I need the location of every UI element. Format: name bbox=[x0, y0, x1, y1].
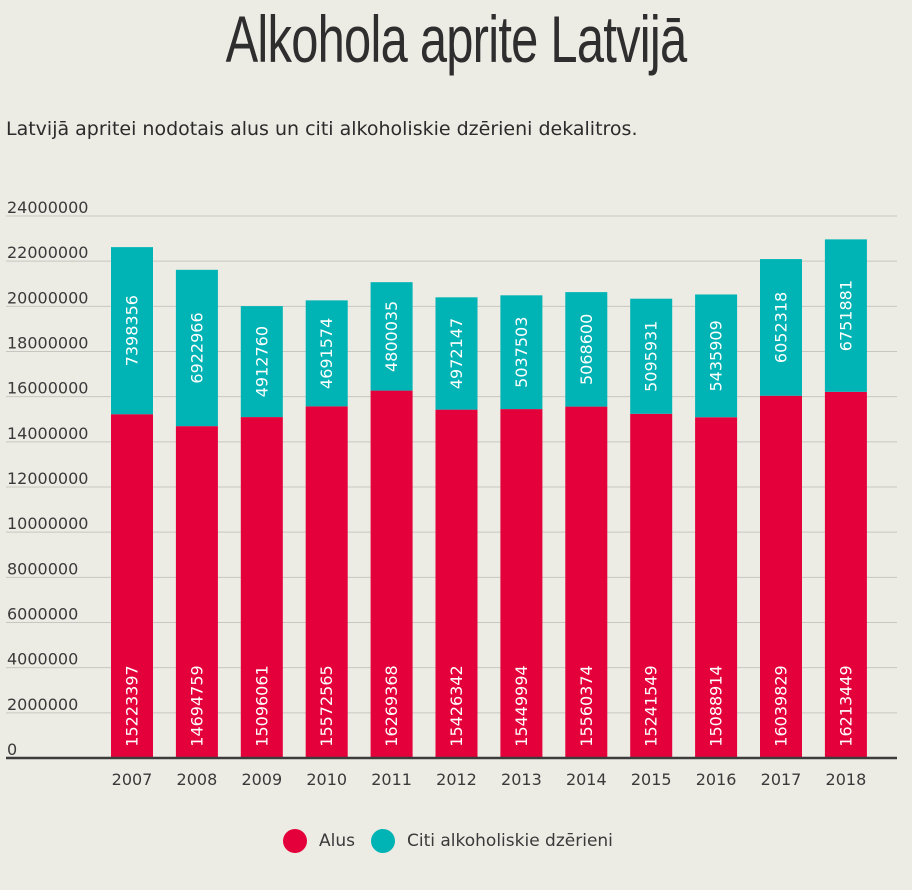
bar-alus bbox=[760, 395, 802, 758]
data-label-citi: 4800035 bbox=[382, 301, 401, 372]
bar-alus bbox=[111, 414, 153, 758]
data-label-alus: 16039829 bbox=[772, 665, 791, 746]
legend-item-citi: Citi alkoholiskie dzērieni bbox=[370, 829, 613, 853]
bar-citi bbox=[760, 259, 802, 396]
x-tick-label: 2015 bbox=[631, 770, 672, 789]
data-label-alus: 15088914 bbox=[707, 665, 726, 746]
chart-subtitle: Latvijā apritei nodotais alus un citi al… bbox=[6, 118, 638, 140]
data-label-alus: 15223397 bbox=[123, 665, 142, 746]
data-label-citi: 7398356 bbox=[123, 295, 142, 366]
data-label-citi: 5435909 bbox=[707, 320, 726, 391]
y-tick-label: 24000000 bbox=[7, 198, 88, 217]
y-tick-label: 16000000 bbox=[7, 379, 88, 398]
bar-citi bbox=[565, 292, 608, 407]
y-tick-label: 18000000 bbox=[7, 334, 88, 353]
bar-alus bbox=[435, 409, 478, 758]
data-label-citi: 4691574 bbox=[317, 318, 336, 389]
x-tick-label: 2012 bbox=[436, 770, 477, 789]
y-tick-label: 10000000 bbox=[7, 514, 88, 533]
y-tick-label: 14000000 bbox=[7, 424, 88, 443]
y-tick-label: 22000000 bbox=[7, 243, 88, 262]
bar-citi bbox=[695, 294, 738, 418]
x-tick-label: 2016 bbox=[696, 770, 737, 789]
data-label-citi: 4972147 bbox=[447, 318, 466, 389]
legend-swatch-alus bbox=[283, 829, 307, 853]
data-label-citi: 6052318 bbox=[772, 292, 791, 363]
data-label-alus: 15426342 bbox=[447, 665, 466, 746]
data-label-alus: 14694759 bbox=[187, 665, 206, 746]
data-label-alus: 15449994 bbox=[512, 665, 531, 746]
bar-citi bbox=[630, 298, 673, 414]
x-tick-label: 2011 bbox=[371, 770, 412, 789]
bar-citi bbox=[824, 239, 867, 392]
bar-citi bbox=[111, 247, 153, 415]
bar-citi bbox=[435, 297, 478, 410]
x-tick-label: 2013 bbox=[501, 770, 542, 789]
data-label-citi: 5095931 bbox=[642, 321, 661, 392]
data-label-alus: 16269368 bbox=[382, 665, 401, 746]
y-tick-label: 0 bbox=[7, 740, 17, 759]
x-tick-label: 2010 bbox=[306, 770, 347, 789]
x-tick-label: 2008 bbox=[177, 770, 218, 789]
legend-swatch-citi bbox=[370, 829, 395, 853]
bar-alus bbox=[630, 413, 673, 758]
y-tick-label: 2000000 bbox=[7, 695, 78, 714]
data-label-alus: 15572565 bbox=[317, 665, 336, 746]
bar-alus bbox=[695, 417, 738, 758]
bar-alus bbox=[824, 391, 867, 758]
bar-citi bbox=[370, 282, 413, 391]
y-tick-label: 20000000 bbox=[7, 288, 88, 307]
data-label-alus: 16213449 bbox=[836, 665, 855, 746]
legend: Alus Citi alkoholiskie dzērieni bbox=[283, 826, 629, 856]
y-tick-label: 6000000 bbox=[7, 605, 78, 624]
data-label-citi: 6922966 bbox=[187, 312, 206, 383]
data-label-citi: 4912760 bbox=[252, 326, 271, 397]
y-tick-label: 12000000 bbox=[7, 469, 88, 488]
x-tick-label: 2009 bbox=[241, 770, 282, 789]
legend-label-citi: Citi alkoholiskie dzērieni bbox=[406, 831, 613, 851]
chart-title: Alkohola aprite Latvijā bbox=[225, 2, 688, 76]
bar-alus bbox=[240, 417, 283, 758]
data-label-alus: 15560374 bbox=[577, 665, 596, 746]
legend-item-alus: Alus bbox=[283, 829, 355, 853]
bar-alus bbox=[175, 426, 218, 758]
bar-alus bbox=[370, 390, 413, 758]
y-tick-label: 8000000 bbox=[7, 559, 78, 578]
bar-citi bbox=[240, 306, 283, 418]
data-label-alus: 15096061 bbox=[252, 665, 271, 746]
legend-label-alus: Alus bbox=[319, 831, 355, 851]
bar-alus bbox=[305, 406, 348, 758]
bar-citi bbox=[175, 269, 218, 427]
x-tick-label: 2018 bbox=[826, 770, 867, 789]
x-tick-label: 2017 bbox=[761, 770, 802, 789]
x-tick-label: 2014 bbox=[566, 770, 607, 789]
y-tick-label: 4000000 bbox=[7, 650, 78, 669]
x-tick-label: 2007 bbox=[112, 770, 153, 789]
bar-alus bbox=[565, 406, 608, 758]
bar-citi bbox=[500, 295, 543, 410]
data-label-citi: 5068600 bbox=[577, 314, 596, 385]
data-label-citi: 5037503 bbox=[512, 317, 531, 388]
bar-alus bbox=[500, 409, 543, 758]
data-label-citi: 6751881 bbox=[836, 280, 855, 351]
bar-citi bbox=[305, 300, 348, 407]
data-label-alus: 15241549 bbox=[642, 665, 661, 746]
